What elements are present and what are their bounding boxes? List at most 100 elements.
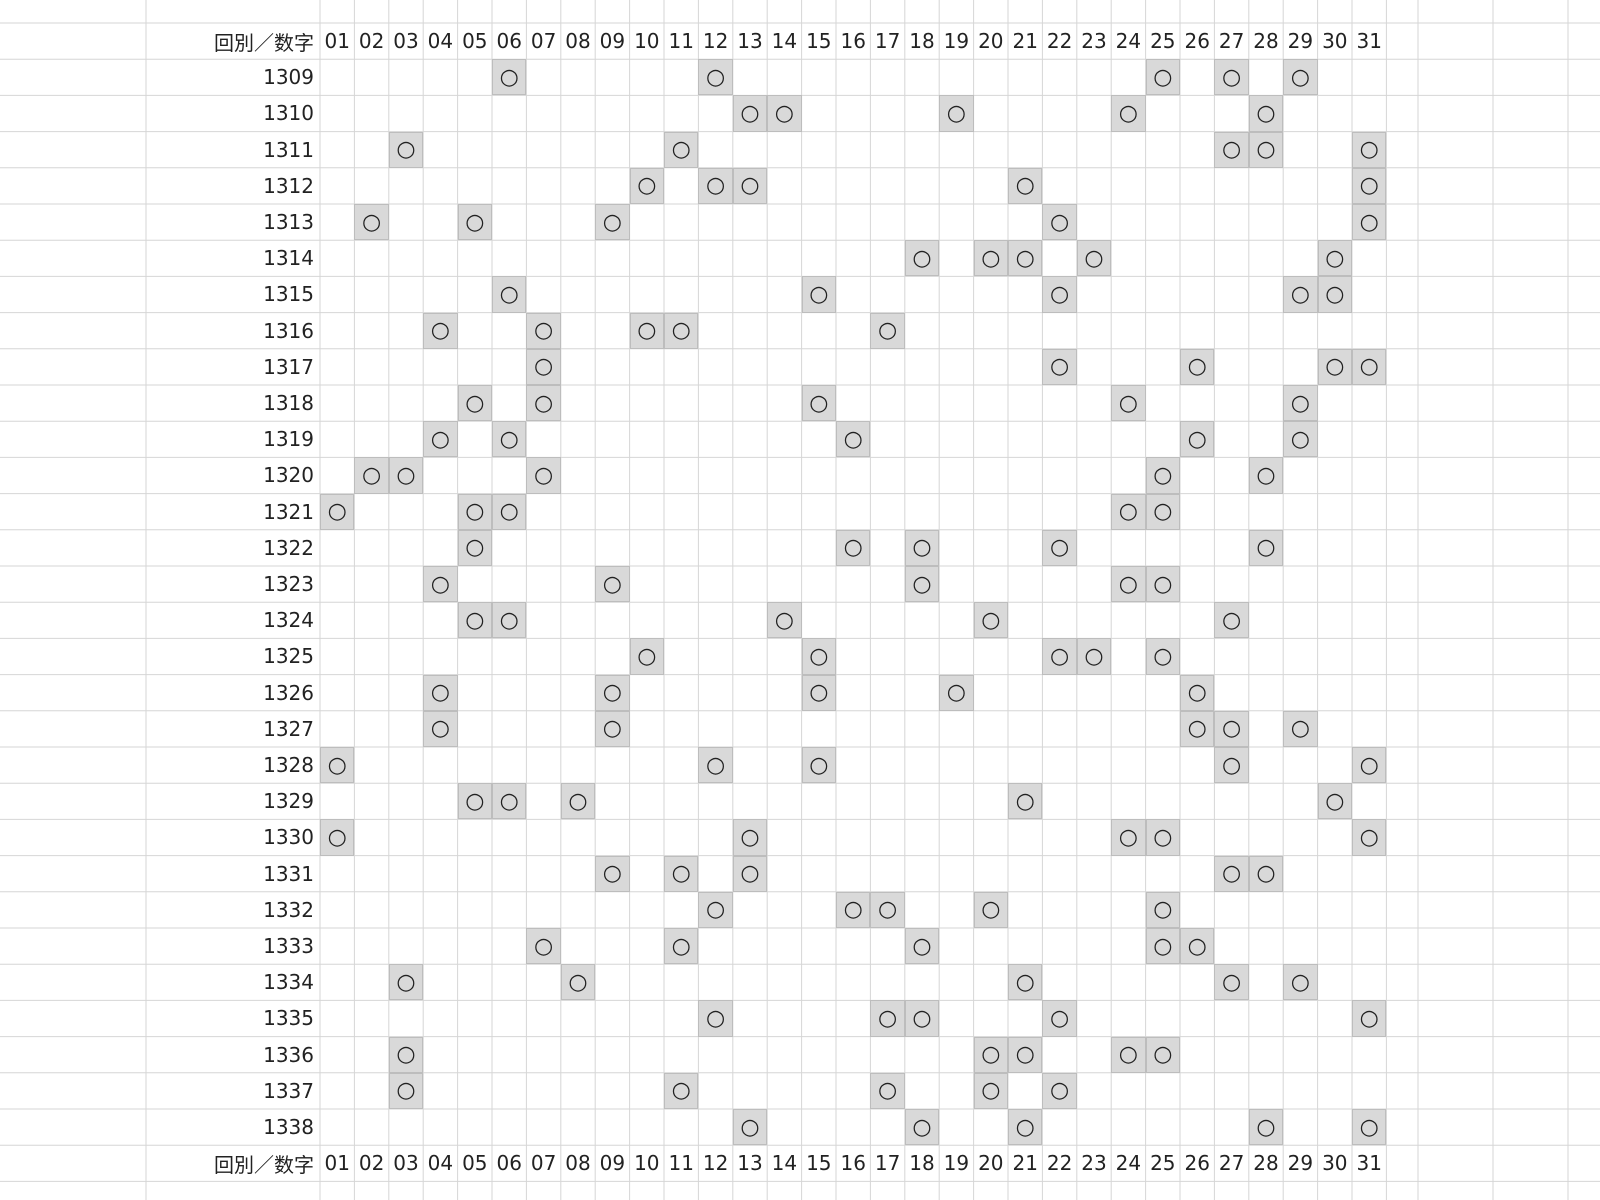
header-number: 24 (1115, 29, 1142, 54)
header-number: 15 (806, 1151, 832, 1176)
mark-cell: ○ (320, 819, 355, 856)
header-number: 07 (530, 29, 557, 54)
header-number: 03 (393, 29, 419, 54)
mark-cell: ○ (526, 457, 561, 494)
header-number: 07 (530, 1151, 557, 1176)
mark-cell: ○ (1317, 783, 1352, 820)
mark-cell: ○ (595, 710, 630, 747)
mark-cell: ○ (1317, 240, 1352, 277)
mark-cell: ○ (1248, 855, 1284, 892)
mark-cell: ○ (1248, 1109, 1284, 1146)
mark-cell: ○ (1145, 493, 1180, 530)
mark-cell: ○ (836, 529, 871, 566)
mark-cell: ○ (1248, 457, 1284, 494)
mark-cell: ○ (526, 928, 561, 965)
mark-cell: ○ (801, 385, 836, 422)
mark-cell: ○ (973, 240, 1008, 277)
mark-cell: ○ (1008, 1036, 1043, 1073)
mark-cell: ○ (1352, 204, 1387, 241)
header-number: 04 (427, 1151, 454, 1176)
mark-cell: ○ (526, 385, 561, 422)
mark-cell: ○ (560, 964, 596, 1001)
mark-cell: ○ (1352, 131, 1387, 168)
mark-cell: ○ (732, 819, 768, 856)
mark-cell: ○ (698, 747, 733, 784)
mark-cell: ○ (1352, 167, 1387, 204)
round-label: 1331 (263, 861, 314, 886)
mark-cell: ○ (629, 312, 664, 349)
header-number: 17 (874, 1151, 901, 1176)
mark-cell: ○ (1111, 95, 1146, 132)
mark-cell: ○ (1283, 59, 1318, 96)
round-label: 1333 (263, 934, 314, 959)
header-number: 04 (427, 29, 454, 54)
round-label: 1312 (263, 173, 314, 198)
mark-cell: ○ (1214, 710, 1249, 747)
round-label: 1335 (263, 1006, 314, 1031)
mark-cell: ○ (492, 493, 527, 530)
mark-cell: ○ (698, 59, 733, 96)
mark-cell: ○ (1317, 348, 1352, 385)
mark-cell: ○ (457, 204, 492, 241)
mark-cell: ○ (354, 204, 389, 241)
header-number: 13 (737, 29, 763, 54)
mark-cell: ○ (1145, 59, 1180, 96)
header-number: 28 (1253, 1151, 1279, 1176)
mark-cell: ○ (801, 276, 836, 313)
mark-cell: ○ (973, 602, 1008, 639)
mark-cell: ○ (457, 602, 492, 639)
header-number: 27 (1218, 1151, 1245, 1176)
mark-cell: ○ (973, 1072, 1008, 1109)
header-number: 31 (1356, 1151, 1382, 1176)
mark-cell: ○ (1248, 529, 1284, 566)
mark-cell: ○ (1180, 348, 1215, 385)
mark-cell: ○ (664, 928, 699, 965)
mark-cell: ○ (1111, 1036, 1146, 1073)
mark-cell: ○ (1111, 566, 1146, 603)
header-number: 09 (599, 29, 626, 54)
mark-cell: ○ (492, 783, 527, 820)
mark-cell: ○ (1145, 566, 1180, 603)
mark-cell: ○ (904, 240, 940, 277)
mark-cell: ○ (629, 167, 664, 204)
header-number: 08 (565, 29, 591, 54)
round-label: 1314 (263, 246, 314, 271)
header-number: 16 (840, 29, 866, 54)
header-number: 17 (874, 29, 901, 54)
header-number: 26 (1184, 29, 1210, 54)
mark-cell: ○ (664, 855, 699, 892)
mark-cell: ○ (1111, 385, 1146, 422)
header-number: 13 (737, 1151, 763, 1176)
round-label: 1328 (263, 753, 314, 778)
mark-cell: ○ (904, 529, 940, 566)
mark-cell: ○ (1042, 638, 1077, 675)
mark-cell: ○ (664, 312, 699, 349)
mark-cell: ○ (1076, 638, 1112, 675)
mark-cell: ○ (492, 421, 527, 458)
header-number: 08 (565, 1151, 591, 1176)
mark-cell: ○ (939, 95, 974, 132)
mark-cell: ○ (1145, 638, 1180, 675)
mark-cell: ○ (801, 747, 836, 784)
round-label: 1324 (263, 608, 314, 633)
header-number: 21 (1012, 29, 1038, 54)
mark-cell: ○ (629, 638, 664, 675)
mark-cell: ○ (1180, 928, 1215, 965)
round-label: 1325 (263, 644, 314, 669)
mark-cell: ○ (1042, 204, 1077, 241)
round-label: 1336 (263, 1042, 314, 1067)
mark-cell: ○ (1352, 1109, 1387, 1146)
mark-cell: ○ (870, 1000, 905, 1037)
mark-cell: ○ (457, 529, 492, 566)
mark-cell: ○ (698, 891, 733, 928)
header-number: 14 (771, 29, 798, 54)
mark-cell: ○ (320, 747, 355, 784)
mark-cell: ○ (1248, 131, 1284, 168)
mark-cell: ○ (698, 167, 733, 204)
mark-cell: ○ (1145, 819, 1180, 856)
mark-cell: ○ (595, 566, 630, 603)
mark-cell: ○ (1248, 95, 1284, 132)
mark-cell: ○ (1352, 1000, 1387, 1037)
mark-cell: ○ (1283, 385, 1318, 422)
round-label: 1338 (263, 1115, 314, 1140)
